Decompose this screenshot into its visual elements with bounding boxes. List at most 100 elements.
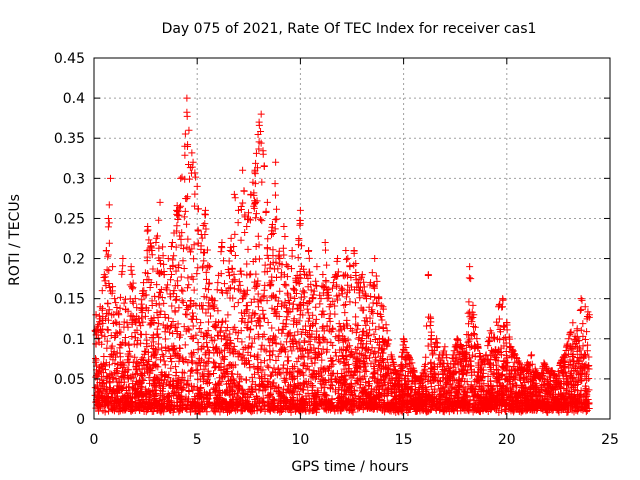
- data-point: [279, 325, 287, 333]
- data-point: [434, 381, 442, 389]
- data-point: [465, 274, 473, 282]
- data-point: [578, 365, 586, 373]
- data-point: [522, 395, 530, 403]
- data-point: [261, 357, 269, 365]
- data-point: [200, 293, 208, 301]
- data-point: [106, 384, 114, 392]
- data-point: [316, 300, 324, 308]
- data-point: [473, 404, 481, 412]
- data-point: [365, 303, 373, 311]
- data-point: [501, 407, 509, 415]
- data-point: [488, 390, 496, 398]
- data-point: [310, 287, 318, 295]
- data-point: [282, 280, 290, 288]
- data-point: [106, 379, 114, 387]
- data-point: [446, 373, 454, 381]
- data-point: [513, 382, 521, 390]
- data-point: [252, 243, 260, 251]
- data-point: [579, 332, 587, 340]
- data-point: [464, 366, 472, 374]
- data-point: [443, 389, 451, 397]
- data-point: [452, 341, 460, 349]
- data-point: [252, 214, 260, 222]
- data-point: [469, 301, 477, 309]
- grid-layer: [94, 58, 610, 419]
- data-point: [338, 351, 346, 359]
- data-point: [223, 380, 231, 388]
- data-point: [433, 376, 441, 384]
- data-point: [254, 277, 262, 285]
- data-point: [484, 342, 492, 350]
- data-point: [502, 339, 510, 347]
- data-point: [234, 219, 242, 227]
- data-point: [351, 367, 359, 375]
- data-point: [247, 343, 255, 351]
- data-point: [557, 391, 565, 399]
- data-point: [270, 292, 278, 300]
- data-point: [255, 241, 263, 249]
- data-point: [105, 239, 113, 247]
- data-point: [462, 342, 470, 350]
- data-point: [181, 151, 189, 159]
- data-point: [172, 296, 180, 304]
- data-point: [352, 392, 360, 400]
- data-point: [317, 384, 325, 392]
- data-point: [372, 272, 380, 280]
- data-point: [495, 408, 503, 416]
- data-point: [315, 333, 323, 341]
- data-point: [360, 327, 368, 335]
- data-point: [285, 357, 293, 365]
- data-point: [260, 345, 268, 353]
- data-point: [204, 305, 212, 313]
- data-point: [181, 207, 189, 215]
- data-point: [263, 297, 271, 305]
- data-point: [478, 366, 486, 374]
- data-point: [304, 317, 312, 325]
- data-point: [271, 180, 279, 188]
- data-point: [169, 256, 177, 264]
- data-point: [375, 323, 383, 331]
- data-point: [264, 336, 272, 344]
- data-point: [187, 408, 195, 416]
- data-point: [189, 275, 197, 283]
- data-point: [188, 351, 196, 359]
- data-point: [465, 298, 473, 306]
- data-point: [422, 387, 430, 395]
- data-point: [582, 385, 590, 393]
- data-point: [291, 295, 299, 303]
- data-point: [139, 287, 147, 295]
- data-point: [579, 342, 587, 350]
- data-point: [167, 276, 175, 284]
- data-point: [343, 368, 351, 376]
- data-point: [400, 391, 408, 399]
- data-point: [201, 220, 209, 228]
- data-point: [391, 393, 399, 401]
- data-point: [109, 388, 117, 396]
- data-point: [142, 330, 150, 338]
- data-point: [349, 371, 357, 379]
- data-point: [297, 385, 305, 393]
- data-point: [299, 404, 307, 412]
- data-point: [283, 273, 291, 281]
- data-point: [524, 370, 532, 378]
- data-point: [108, 289, 116, 297]
- data-point: [227, 247, 235, 255]
- data-point: [355, 334, 363, 342]
- data-point: [583, 328, 591, 336]
- data-point: [370, 394, 378, 402]
- data-point: [265, 363, 273, 371]
- data-point: [467, 362, 475, 370]
- data-point: [371, 293, 379, 301]
- data-point: [194, 205, 202, 213]
- data-point: [395, 382, 403, 390]
- data-point: [473, 335, 481, 343]
- data-point: [222, 370, 230, 378]
- data-point: [148, 408, 156, 416]
- data-point: [298, 242, 306, 250]
- data-point: [167, 405, 175, 413]
- data-point: [185, 386, 193, 394]
- data-point: [559, 392, 567, 400]
- data-point: [335, 337, 343, 345]
- data-point: [585, 353, 593, 361]
- data-point: [342, 255, 350, 263]
